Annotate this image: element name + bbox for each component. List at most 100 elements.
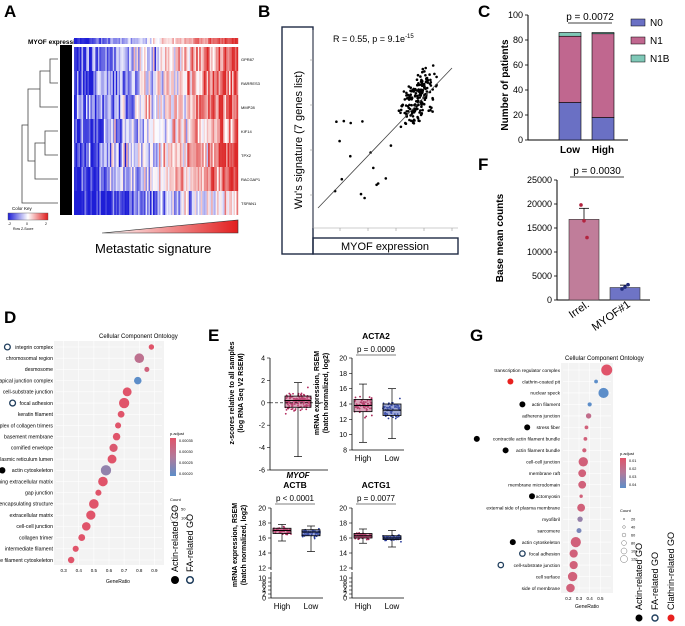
heatmap-cell xyxy=(105,95,107,119)
heatmap-cell xyxy=(109,143,112,167)
heatmap-cell xyxy=(114,95,116,119)
heatmap-cell xyxy=(120,119,122,143)
heatmap-cell xyxy=(205,167,207,191)
heatmap-cell xyxy=(185,95,188,119)
box-group-label: Low xyxy=(385,454,400,463)
heatmap-cell xyxy=(114,167,116,191)
heatmap-cell xyxy=(108,167,110,191)
clathrin-marker xyxy=(507,378,514,385)
dot-g-legend-fa: FA-related GO xyxy=(650,552,660,610)
myof-bar-cell xyxy=(223,38,225,44)
heatmap-cell xyxy=(194,71,197,95)
heatmap-cell xyxy=(79,167,82,191)
scatter-point xyxy=(420,103,423,106)
heatmap-cell xyxy=(217,143,219,167)
bar-c-y-tick-label: 100 xyxy=(508,10,523,20)
heatmap-cell xyxy=(181,191,184,215)
scatter-point xyxy=(424,74,427,77)
heatmap-cell xyxy=(205,191,207,215)
box-actg1-title: ACTG1 xyxy=(362,480,391,490)
heatmap-cell xyxy=(87,191,90,215)
heatmap-cell xyxy=(88,143,91,167)
myof-bar-cell xyxy=(127,38,130,44)
heatmap-cell xyxy=(172,143,175,167)
heatmap-cell xyxy=(91,119,94,143)
scatter-point xyxy=(409,89,412,93)
myof-bar-cell xyxy=(208,38,210,44)
dot-d-count-small xyxy=(171,506,177,512)
x-tick-label: 0.4 xyxy=(587,596,594,601)
heatmap-cell xyxy=(115,119,118,143)
heatmap-cell xyxy=(133,47,136,71)
box-point xyxy=(354,396,357,399)
heatmap-cell xyxy=(196,71,198,95)
heatmap-cell xyxy=(181,95,184,119)
dendrogram-branch xyxy=(49,58,58,84)
bar-c-axis: 0 20 40 60 80 100 xyxy=(508,10,628,145)
heatmap-cell xyxy=(215,47,218,71)
term-label: gap junction xyxy=(25,491,53,497)
actin-marker xyxy=(524,424,531,431)
heatmap-cell xyxy=(135,191,137,215)
heatmap-cell xyxy=(93,71,96,95)
term-dot xyxy=(117,410,125,418)
box-y-tick-label: 10 xyxy=(258,576,266,583)
x-tick-label: 0.5 xyxy=(597,596,604,601)
heatmap-cell xyxy=(194,119,197,143)
heatmap-cell xyxy=(109,167,112,191)
heatmap-cell xyxy=(193,143,195,167)
heatmap-cell xyxy=(76,143,79,167)
heatmap-cell xyxy=(170,71,173,95)
heatmap-cell xyxy=(229,191,231,215)
gene-label: KIF14 xyxy=(241,129,252,134)
box-y-tick-label: 10 xyxy=(339,576,347,583)
heatmap-cell xyxy=(138,119,140,143)
heatmap-cell xyxy=(88,191,91,215)
heatmap-cell xyxy=(126,95,128,119)
myof-bar-cell xyxy=(193,38,195,44)
heatmap-cell xyxy=(236,95,239,119)
myof-bar-cell xyxy=(102,38,105,44)
heatmap-cell xyxy=(87,143,90,167)
heatmap-cell xyxy=(145,191,148,215)
term-label: integrin complex xyxy=(15,345,53,351)
heatmap-cell xyxy=(138,95,140,119)
color-key: Color Key -2 0 2 Row Z-Score xyxy=(7,206,49,231)
box-point xyxy=(291,408,294,410)
term-label: myofibril xyxy=(542,517,560,523)
scatter-point xyxy=(397,109,401,112)
box-y-tick-label: 4 xyxy=(262,588,266,595)
term-label: keratin filament xyxy=(18,412,54,418)
term-dot xyxy=(570,537,581,548)
heatmap-cell xyxy=(167,95,170,119)
heatmap-cell xyxy=(84,71,87,95)
bar-f-axis: 0 5000 10000 15000 20000 25000 xyxy=(527,175,650,305)
myof-bar-cell xyxy=(196,38,198,44)
myof-bar-cell xyxy=(76,38,79,44)
heatmap-cell xyxy=(212,71,215,95)
heatmap-cell xyxy=(139,143,142,167)
box-y-tick-label: 20 xyxy=(339,356,347,363)
heatmap-cell xyxy=(75,95,78,119)
heatmap-cell xyxy=(74,119,76,143)
term-dot xyxy=(577,503,586,512)
heatmap-cell xyxy=(200,191,203,215)
heatmap-cell xyxy=(156,143,158,167)
heatmap-cell xyxy=(208,47,210,71)
heatmap-cell xyxy=(76,167,79,191)
heatmap-cell xyxy=(166,167,169,191)
heatmap-cell xyxy=(74,191,76,215)
heatmap-cell xyxy=(100,47,103,71)
dot-g-padj-bar xyxy=(620,458,626,488)
scatter-point xyxy=(415,78,419,81)
myof-bar-cell xyxy=(167,38,170,44)
term-label: contractile actin filament bundle xyxy=(493,437,561,443)
heatmap-cell xyxy=(121,167,124,191)
heatmap-cell xyxy=(156,95,158,119)
term-label: collagen trimer xyxy=(19,535,53,541)
term-label: cell surface xyxy=(536,574,561,580)
heatmap-cell xyxy=(236,143,239,167)
heatmap-cell xyxy=(109,191,112,215)
heatmap-cell xyxy=(130,167,133,191)
heatmap-cell xyxy=(90,143,93,167)
